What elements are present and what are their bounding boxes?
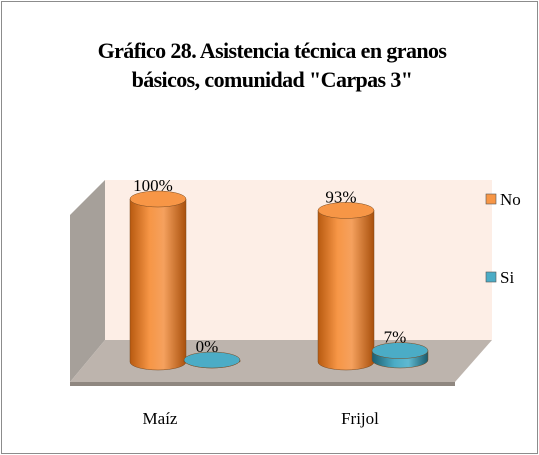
cylinder-top — [129, 190, 187, 208]
cylinder-top — [371, 342, 429, 359]
x-tick-label: Maíz — [143, 409, 178, 428]
side-wall — [70, 180, 105, 382]
legend-label: Si — [500, 268, 514, 287]
data-label: 7% — [384, 328, 407, 347]
legend-swatch — [485, 193, 497, 205]
data-label: 0% — [196, 337, 219, 356]
data-label: 93% — [325, 187, 356, 206]
cylinder-top — [317, 202, 375, 219]
legend-label: No — [500, 190, 521, 209]
chart-title: Gráfico 28. Asistencia técnica en granos… — [97, 38, 447, 92]
x-tick-label: Frijol — [341, 409, 379, 428]
back-wall — [105, 180, 492, 340]
floor-edge — [70, 382, 455, 386]
legend-swatch — [485, 271, 497, 283]
data-label: 100% — [133, 176, 173, 195]
cylinder-body — [317, 210, 375, 371]
cylinder-top — [183, 351, 241, 369]
cylinder-body — [129, 198, 187, 371]
